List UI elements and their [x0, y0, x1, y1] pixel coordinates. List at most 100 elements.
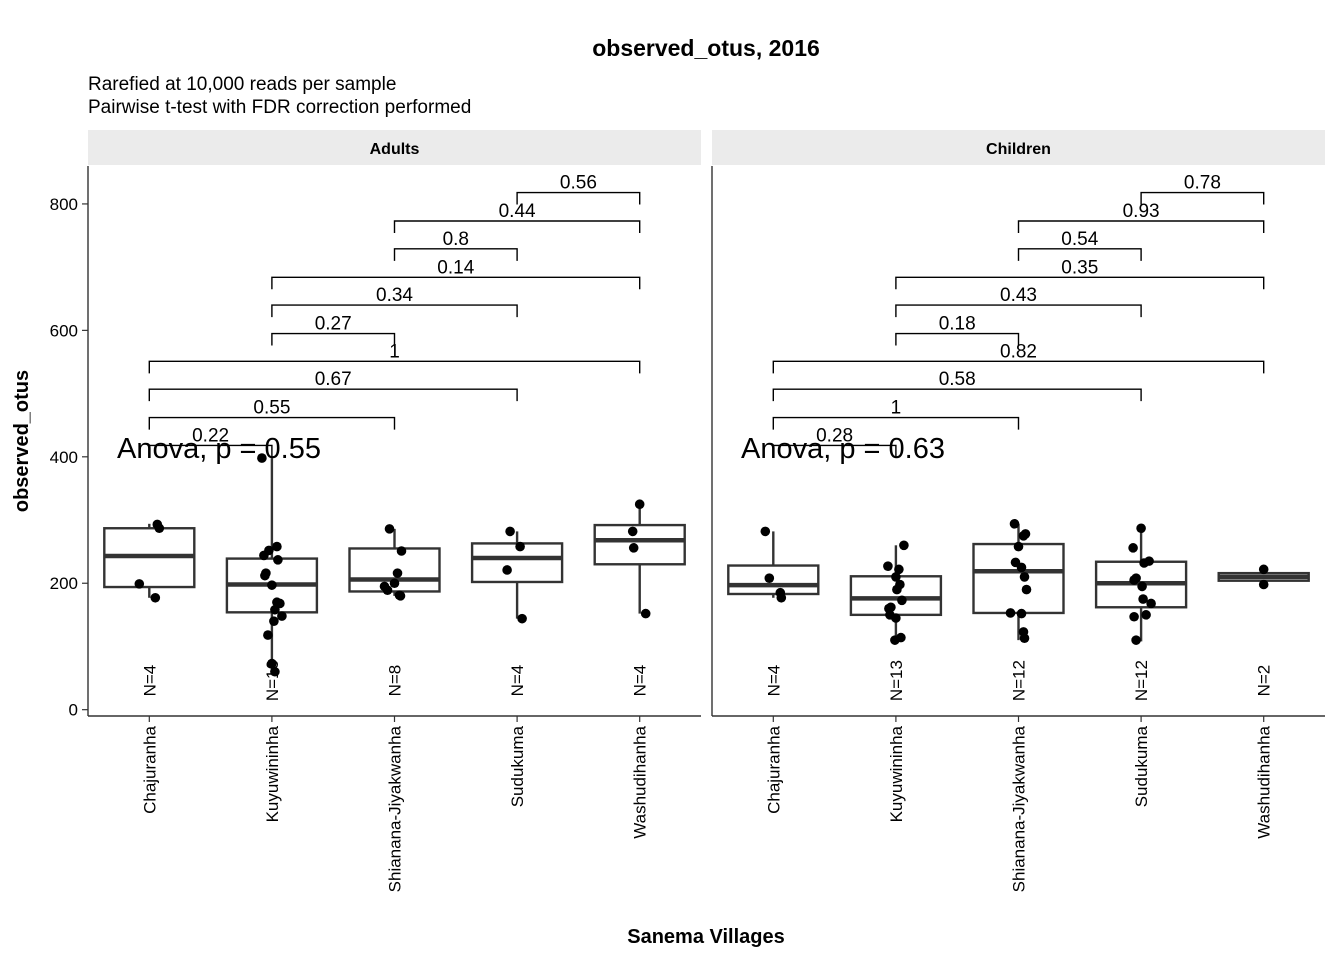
bracket-line — [148, 388, 518, 402]
data-point — [1129, 575, 1139, 585]
data-point — [263, 630, 273, 640]
data-point — [1005, 608, 1016, 618]
box-group-washudihanha: N=2 — [1217, 564, 1310, 697]
sample-count-label: N=12 — [1010, 660, 1029, 701]
data-point — [1013, 541, 1024, 552]
comparison-bracket: 0.44 — [393, 201, 641, 233]
bracket-line — [148, 360, 641, 374]
bracket-line — [1017, 248, 1142, 261]
p-value-label: 1 — [389, 341, 400, 362]
data-point — [1016, 608, 1027, 619]
data-point — [270, 666, 280, 677]
x-category-label: Washudihanha — [631, 725, 650, 838]
box — [593, 523, 686, 566]
bracket-line — [1140, 191, 1265, 205]
chart-subtitle-line-2: Pairwise t-test with FDR correction perf… — [88, 97, 471, 118]
p-value-label: 0.28 — [816, 425, 853, 446]
data-point — [396, 546, 407, 556]
chart-title: observed_otus, 2016 — [592, 35, 820, 61]
y-axis-title: observed_otus — [11, 370, 33, 512]
data-point — [1258, 579, 1269, 590]
data-point — [150, 592, 161, 603]
data-point — [154, 523, 165, 534]
comparison-bracket: 0.18 — [895, 314, 1020, 346]
sample-count-label: N=8 — [386, 665, 405, 697]
p-value-label: 0.54 — [1061, 229, 1098, 250]
data-point — [1021, 584, 1032, 595]
x-category-label: Kuyuwininha — [263, 725, 282, 822]
bracket-line — [148, 444, 273, 458]
p-value-label: 0.44 — [499, 201, 536, 222]
data-point — [1129, 611, 1139, 622]
data-point — [628, 543, 639, 553]
sample-count-label: N=12 — [1132, 660, 1151, 701]
x-category-label: Washudihanha — [1255, 725, 1274, 838]
sample-count-label: N=4 — [631, 665, 650, 697]
bracket-line — [772, 360, 1265, 374]
panel-adults: Adults 0 200 400 600 800 Chajuranha Kuyuwininha… — [50, 130, 701, 892]
data-point — [627, 526, 638, 537]
sample-count-label: N=2 — [1255, 665, 1274, 697]
x-category-label: Kuyuwininha — [887, 725, 906, 822]
bracket-line — [148, 416, 396, 430]
anova-annotation: Anova, p = 0.55 — [117, 433, 321, 465]
data-point — [259, 550, 269, 561]
comparison-bracket: 0.82 — [772, 341, 1265, 374]
data-point — [277, 611, 287, 621]
bracket-line — [895, 304, 1142, 318]
comparison-bracket: 0.67 — [148, 369, 518, 402]
comparison-bracket: 0.56 — [516, 173, 641, 205]
bracket-line — [393, 220, 641, 233]
x-category-label: Sudukuma — [1132, 725, 1151, 807]
bracket-line — [772, 388, 1142, 402]
facet-strip-label: Adults — [370, 141, 420, 158]
p-value-label: 0.8 — [443, 229, 469, 250]
data-point — [890, 635, 900, 645]
comparison-bracket: 1 — [772, 398, 1020, 430]
x-category-label: Chajuranha — [140, 725, 159, 813]
data-point — [257, 453, 267, 463]
x-category-label: Shianana-Jiyakwanha — [1010, 725, 1029, 892]
facet-strip — [712, 130, 1325, 165]
box — [972, 542, 1065, 615]
data-point — [640, 608, 651, 619]
comparison-bracket: 0.78 — [1140, 173, 1265, 205]
data-point — [134, 579, 145, 589]
data-point — [273, 555, 283, 565]
data-point — [760, 526, 771, 537]
data-point — [395, 591, 406, 601]
sample-count-label: N=4 — [764, 665, 783, 697]
p-value-label: 0.93 — [1123, 201, 1160, 222]
p-value-label: 0.43 — [1000, 285, 1037, 306]
x-category-label: Shianana-Jiyakwanha — [386, 725, 405, 892]
sample-count-label: N=16 — [263, 660, 282, 701]
data-point — [517, 613, 527, 624]
data-point — [883, 561, 893, 571]
data-point — [776, 592, 787, 603]
bracket-line — [895, 332, 1020, 346]
data-point — [897, 595, 907, 606]
data-point — [505, 526, 515, 537]
bracket-line — [516, 191, 641, 205]
comparison-bracket: 0.28 — [772, 425, 897, 458]
panel-children: Children Chajuranha Kuyuwininha Shianana-Ji… — [711, 130, 1325, 892]
comparison-bracket: 0.34 — [271, 285, 518, 318]
p-value-label: 0.78 — [1184, 173, 1221, 194]
bracket-line — [772, 444, 897, 458]
data-point — [267, 580, 277, 590]
data-point — [899, 540, 909, 551]
p-value-label: 0.67 — [315, 369, 352, 390]
data-point — [891, 613, 901, 623]
data-point — [891, 572, 901, 582]
p-value-label: 0.35 — [1061, 257, 1098, 278]
comparison-bracket: 1 — [148, 341, 641, 374]
box-group-washudihanha: N=4 — [593, 499, 686, 697]
sample-count-label: N=4 — [508, 665, 527, 697]
data-point — [1131, 635, 1141, 645]
bracket-line — [772, 416, 1020, 430]
box-group-chajuranha: N=4 — [103, 519, 196, 696]
data-point — [267, 658, 277, 669]
box-group-shianana-jiyakwanha: N=8 — [348, 524, 441, 697]
data-point — [272, 541, 282, 552]
